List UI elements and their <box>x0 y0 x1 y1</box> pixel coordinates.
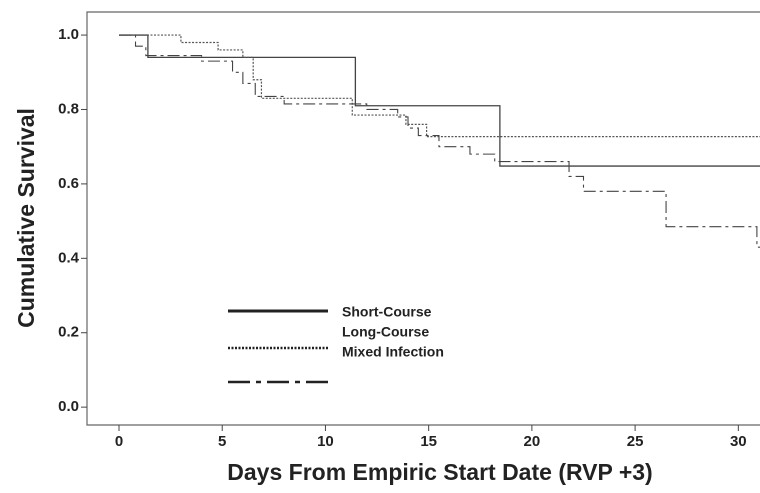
legend-label: Long-Course <box>342 324 429 340</box>
y-tick-label: 0.6 <box>58 175 79 192</box>
y-tick-label: 1.0 <box>58 26 79 43</box>
y-tick-label: 0.2 <box>58 324 79 341</box>
plot-frame <box>86 11 760 426</box>
y-axis-title: Cumulative Survival <box>13 108 39 328</box>
x-tick-label: 30 <box>730 433 747 450</box>
x-tick-label: 25 <box>627 433 644 450</box>
y-tick-label: 0.4 <box>58 249 80 266</box>
legend-label: Mixed Infection <box>342 344 444 360</box>
y-tick-label: 0.8 <box>58 100 79 117</box>
x-tick-label: 0 <box>115 433 123 450</box>
x-tick-label: 15 <box>420 433 437 450</box>
survival-curve <box>118 34 760 248</box>
x-tick-label: 20 <box>524 433 541 450</box>
x-axis-title: Days From Empiric Start Date (RVP +3) <box>227 459 652 485</box>
survival-curve <box>118 34 760 167</box>
x-tick-label: 10 <box>317 433 334 450</box>
x-tick-label: 5 <box>218 433 226 450</box>
y-tick-label: 0.0 <box>58 398 79 415</box>
legend-label: Short-Course <box>342 304 432 320</box>
survival-curve <box>118 34 760 138</box>
